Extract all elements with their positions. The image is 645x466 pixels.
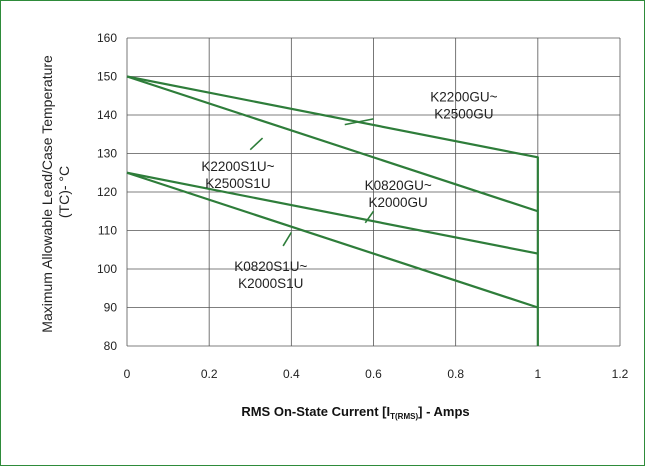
y-axis-label-line2: (TC)- °C (56, 166, 72, 218)
annotation-pointer (282, 232, 293, 247)
annotation-line: K2500GU (434, 107, 493, 122)
x-tick-label: 0.8 (447, 367, 464, 381)
y-tick-label: 90 (104, 301, 118, 315)
series-annotation-label: K2200GU~ K2500GU (430, 90, 497, 122)
annotation-line: K2200S1U~ (201, 159, 274, 174)
y-tick-label: 80 (104, 339, 118, 353)
annotation-line: K0820S1U~ (234, 259, 307, 274)
x-tick-label: 1.2 (612, 367, 629, 381)
series-line-4 (126, 171, 539, 309)
annotation-line: K2000GU (369, 195, 428, 210)
series-annotation-label: K0820GU~ K2000GU (365, 178, 432, 210)
x-tick-label: 1 (534, 367, 541, 381)
annotation-pointer (344, 118, 374, 126)
annotation-line: K2500S1U (205, 176, 270, 191)
series-lines (126, 75, 539, 346)
y-tick-label: 100 (97, 262, 117, 276)
x-axis-label: RMS On-State Current [IT(RMS)] - Amps (241, 404, 469, 421)
series-line-3 (126, 171, 539, 255)
series-line-2 (126, 75, 539, 213)
x-tick-label: 0.4 (283, 367, 300, 381)
y-tick-label: 120 (97, 185, 117, 199)
x-tick-label: 0 (124, 367, 131, 381)
y-axis-label-line1: Maximum Allowable Lead/Case Temperature (39, 55, 55, 333)
series-annotation-label: K2200S1U~ K2500S1U (201, 159, 274, 191)
x-axis-label-prefix: RMS On-State Current [I (241, 404, 390, 419)
annotation-pointer (249, 137, 264, 151)
x-tick-label: 0.2 (201, 367, 218, 381)
annotations: K2200GU~ K2500GU K2200S1U~ K2500S1U K0820GU~… (201, 90, 497, 291)
annotation-line: K2000S1U (238, 276, 303, 291)
annotation-pointer (364, 210, 375, 224)
annotation-line: K2200GU~ (430, 90, 497, 105)
series-line-1 (126, 75, 539, 346)
y-tick-label: 140 (97, 108, 117, 122)
x-tick-label: 0.6 (365, 367, 382, 381)
y-tick-label: 110 (98, 224, 117, 238)
y-tick-label: 130 (97, 147, 117, 161)
x-axis-label-subscript: T(RMS) (390, 412, 418, 421)
annotation-line: K0820GU~ (365, 178, 432, 193)
series-annotation-label: K0820S1U~ K2000S1U (234, 259, 307, 291)
tick-labels: 0 0.2 0.4 0.6 0.8 1 1.2 80 90 100 110 120 130 140 150 1… (97, 31, 629, 381)
y-tick-label: 150 (97, 70, 117, 84)
y-tick-label: 160 (97, 31, 117, 45)
y-axis-label: Maximum Allowable Lead/Case Temperature … (39, 51, 72, 332)
x-axis-label-suffix: ] - Amps (418, 404, 470, 419)
